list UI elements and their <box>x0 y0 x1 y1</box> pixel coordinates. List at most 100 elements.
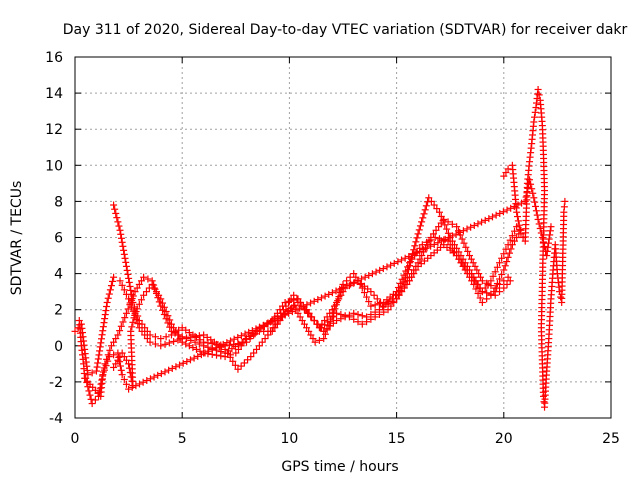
data-point <box>387 261 395 269</box>
data-point <box>106 286 114 294</box>
data-point <box>415 226 423 234</box>
x-tick-label: 0 <box>71 431 80 447</box>
data-point <box>496 288 504 296</box>
data-point <box>511 227 519 235</box>
data-point <box>516 226 524 234</box>
data-point <box>146 375 154 383</box>
data-point <box>150 284 158 292</box>
data-point <box>148 280 156 288</box>
data-point <box>255 342 263 350</box>
data-point <box>151 340 159 348</box>
data-point <box>213 351 221 359</box>
data-point <box>176 335 184 343</box>
data-point <box>475 270 483 278</box>
data-point <box>126 282 134 290</box>
data-point <box>390 259 398 267</box>
data-point <box>506 249 514 257</box>
data-point <box>347 280 355 288</box>
data-point <box>93 363 101 371</box>
data-point <box>303 301 311 309</box>
data-point <box>122 309 130 317</box>
data-point <box>504 165 512 173</box>
data-point <box>150 373 158 381</box>
data-point <box>467 223 475 231</box>
data-point <box>368 270 376 278</box>
data-point <box>502 169 510 177</box>
data-point <box>121 314 129 322</box>
data-point <box>252 325 260 333</box>
data-point <box>200 338 208 346</box>
data-point <box>491 284 499 292</box>
x-axis-label: GPS time / hours <box>281 459 398 475</box>
data-point <box>412 238 420 246</box>
data-point <box>178 324 186 332</box>
data-point <box>135 280 143 288</box>
data-point <box>88 369 96 377</box>
data-point <box>435 208 443 216</box>
data-point <box>170 337 178 345</box>
data-point <box>100 366 108 374</box>
data-point <box>493 263 501 271</box>
data-point <box>101 311 109 319</box>
data-point <box>200 331 208 339</box>
data-point <box>485 215 493 223</box>
data-point <box>170 324 178 332</box>
data-point <box>514 213 522 221</box>
data-point <box>478 218 486 226</box>
data-point <box>531 108 539 116</box>
data-point <box>109 277 117 285</box>
data-point <box>116 226 124 234</box>
data-point <box>117 230 125 238</box>
data-point <box>530 118 538 126</box>
data-point <box>237 362 245 370</box>
data-point <box>192 333 200 341</box>
data-point <box>120 353 128 361</box>
data-point <box>561 197 569 205</box>
data-point <box>282 302 290 310</box>
data-point <box>296 313 304 321</box>
data-point <box>307 313 315 321</box>
data-point <box>350 309 358 317</box>
data-point <box>367 302 375 310</box>
data-point <box>453 223 461 231</box>
data-point <box>474 220 482 228</box>
data-point <box>123 266 131 274</box>
data-point <box>118 281 126 289</box>
data-point <box>472 277 480 285</box>
data-point <box>115 222 123 230</box>
data-point <box>543 247 551 255</box>
data-point <box>543 252 551 260</box>
data-point <box>545 235 553 243</box>
data-point <box>240 359 248 367</box>
data-point <box>298 317 306 325</box>
data-point <box>420 210 428 218</box>
data-point <box>103 303 111 311</box>
data-point <box>162 333 170 341</box>
data-point <box>507 204 515 212</box>
data-point <box>104 294 112 302</box>
data-point <box>388 295 396 303</box>
data-point <box>117 366 125 374</box>
data-point <box>221 353 229 361</box>
data-point <box>470 273 478 281</box>
data-point <box>101 315 109 323</box>
data-point <box>226 337 234 345</box>
data-point <box>192 345 200 353</box>
data-point <box>321 317 329 325</box>
x-tick-label: 20 <box>495 431 513 447</box>
data-point <box>261 335 269 343</box>
data-point <box>127 327 135 335</box>
data-point <box>186 356 194 364</box>
data-point <box>105 290 113 298</box>
data-point <box>155 298 163 306</box>
data-point <box>311 338 319 346</box>
data-point <box>91 396 99 404</box>
data-point <box>88 400 96 408</box>
data-point <box>124 270 132 278</box>
data-point <box>310 317 318 325</box>
data-points <box>71 85 569 411</box>
data-point <box>465 252 473 260</box>
data-point <box>112 209 120 217</box>
data-point <box>336 285 344 293</box>
data-point <box>114 331 122 339</box>
